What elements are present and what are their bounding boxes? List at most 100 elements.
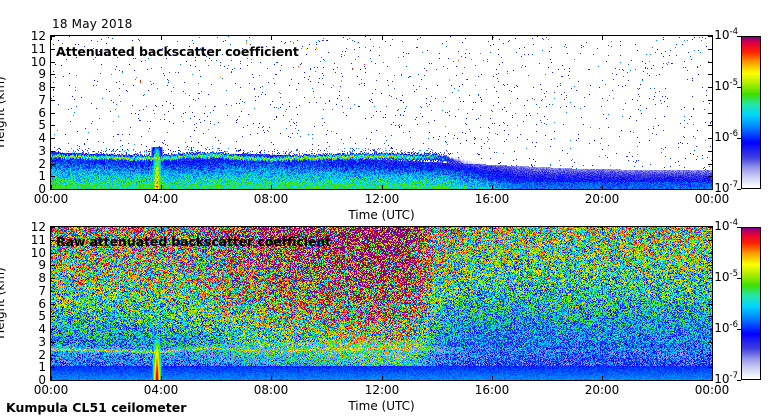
y-tick-right bbox=[708, 62, 713, 63]
y-tick-label: 2 bbox=[38, 348, 46, 362]
x-tick-top bbox=[271, 35, 272, 40]
y-tick-label: 4 bbox=[38, 131, 46, 145]
colorbar-tick-mantissa: 10 bbox=[714, 321, 730, 335]
y-tick-right bbox=[708, 36, 713, 37]
y-tick-label: 5 bbox=[38, 118, 46, 132]
y-tick-label: 1 bbox=[38, 169, 46, 183]
x-tick-label: 00:00 bbox=[33, 383, 69, 397]
y-tick bbox=[50, 113, 55, 114]
y-tick-label: 4 bbox=[38, 322, 46, 336]
colorbar-tick-mark bbox=[737, 36, 741, 37]
backscatter-image-raw-attenuated-backscatter bbox=[51, 227, 712, 380]
colorbar-tick-label: 10-6 bbox=[705, 130, 738, 143]
x-tick bbox=[602, 376, 603, 381]
colorbar-tick-mark bbox=[737, 138, 741, 139]
colorbar-tick-mark bbox=[737, 329, 741, 330]
x-tick bbox=[161, 376, 162, 381]
y-tick-right bbox=[708, 164, 713, 165]
x-tick bbox=[712, 376, 713, 381]
x-tick-label: 00:00 bbox=[694, 192, 730, 206]
y-tick bbox=[50, 316, 55, 317]
y-tick-label: 0 bbox=[38, 373, 46, 387]
y-tick-right bbox=[708, 113, 713, 114]
y-tick bbox=[50, 125, 55, 126]
y-tick-right bbox=[708, 329, 713, 330]
y-tick bbox=[50, 74, 55, 75]
colorbar-tick-mark bbox=[737, 278, 741, 279]
y-tick-right bbox=[708, 380, 713, 381]
y-tick-right bbox=[708, 316, 713, 317]
colorbar-tick-exponent: -6 bbox=[729, 320, 738, 330]
x-tick-label: 04:00 bbox=[143, 383, 179, 397]
colorbar-tick-mantissa: 10 bbox=[714, 372, 730, 386]
y-tick bbox=[50, 176, 55, 177]
colorbar-tick-label: 10-4 bbox=[705, 219, 738, 232]
panel-title-raw-attenuated-backscatter: Raw attenuated backscatter coefficient bbox=[56, 234, 332, 249]
x-tick-label: 20:00 bbox=[584, 383, 620, 397]
plot-area-raw-attenuated-backscatter[interactable] bbox=[50, 226, 713, 381]
colorbar-tick-label: 10-7 bbox=[705, 181, 738, 195]
y-tick-right bbox=[708, 176, 713, 177]
colorbar-tick-mantissa: 10 bbox=[714, 181, 730, 195]
x-tick-label: 00:00 bbox=[694, 383, 730, 397]
y-tick-label: 1 bbox=[38, 360, 46, 374]
colorbar-tick-label: 10-7 bbox=[705, 371, 738, 386]
colorbar-tick-exponent: -5 bbox=[729, 78, 738, 88]
x-tick-top bbox=[51, 226, 52, 231]
y-tick-label: 6 bbox=[38, 297, 46, 311]
y-tick-right bbox=[708, 265, 713, 266]
x-tick-label: 20:00 bbox=[584, 192, 620, 206]
y-tick-label: 12 bbox=[30, 220, 46, 234]
colorbar-tick-mantissa: 10 bbox=[714, 79, 730, 93]
y-tick bbox=[50, 291, 55, 292]
x-tick-label: 04:00 bbox=[143, 192, 179, 206]
y-tick bbox=[50, 164, 55, 165]
y-tick bbox=[50, 380, 55, 381]
y-tick-right bbox=[708, 342, 713, 343]
colorbar-tick-mark bbox=[737, 189, 741, 190]
y-tick-label: 12 bbox=[30, 29, 46, 43]
x-tick bbox=[492, 185, 493, 190]
y-tick-right bbox=[708, 253, 713, 254]
y-tick bbox=[50, 304, 55, 305]
x-tick bbox=[51, 376, 52, 381]
x-tick bbox=[712, 185, 713, 190]
y-tick-right bbox=[708, 87, 713, 88]
y-tick-right bbox=[708, 304, 713, 305]
y-tick bbox=[50, 265, 55, 266]
y-tick bbox=[50, 367, 55, 368]
y-tick bbox=[50, 189, 55, 190]
y-tick bbox=[50, 138, 55, 139]
x-axis-title: Time (UTC) bbox=[348, 399, 415, 413]
y-tick-right bbox=[708, 367, 713, 368]
x-tick bbox=[382, 376, 383, 381]
colorbar-tick-exponent: -7 bbox=[729, 371, 738, 381]
x-tick bbox=[161, 185, 162, 190]
plot-area-attenuated-backscatter[interactable] bbox=[50, 35, 713, 190]
x-tick-label: 00:00 bbox=[33, 192, 69, 206]
y-tick-label: 11 bbox=[30, 42, 46, 56]
colorbar-tick-exponent: -5 bbox=[729, 269, 738, 279]
colorbar-tick-mark bbox=[737, 380, 741, 381]
x-tick-top bbox=[161, 35, 162, 40]
colorbar-tick-mark bbox=[737, 227, 741, 228]
colorbar-tick-mantissa: 10 bbox=[714, 270, 730, 284]
colorbar-gradient bbox=[742, 37, 760, 188]
y-tick-label: 8 bbox=[38, 80, 46, 94]
y-tick bbox=[50, 151, 55, 152]
y-tick bbox=[50, 36, 55, 37]
x-tick-top bbox=[712, 226, 713, 231]
y-tick bbox=[50, 49, 55, 50]
x-tick-top bbox=[382, 35, 383, 40]
y-tick bbox=[50, 227, 55, 228]
y-tick-right bbox=[708, 291, 713, 292]
y-tick bbox=[50, 329, 55, 330]
colorbar-tick-label: 10-5 bbox=[705, 269, 738, 284]
x-tick-top bbox=[382, 226, 383, 231]
date-stamp: 18 May 2018 bbox=[52, 17, 133, 31]
y-tick bbox=[50, 278, 55, 279]
colorbar-tick-label: 10-5 bbox=[705, 78, 738, 93]
panel-title-attenuated-backscatter: Attenuated backscatter coefficient bbox=[56, 44, 299, 59]
y-tick-label: 3 bbox=[38, 335, 46, 349]
